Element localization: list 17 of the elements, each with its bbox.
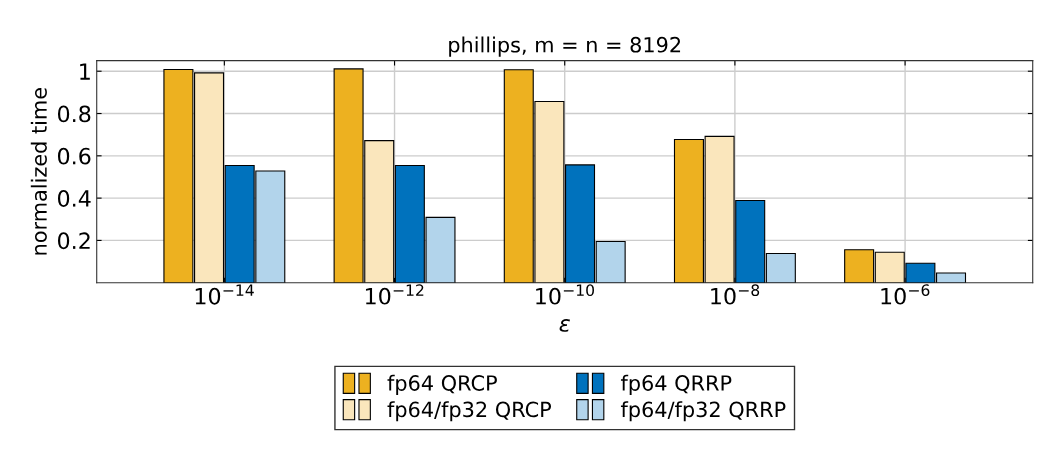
legend-label: fp64/fp32 QRCP: [387, 401, 552, 422]
chart-title: phillips, m = n = 8192: [449, 36, 681, 57]
x-axis-title: ε: [559, 319, 570, 332]
y-tick-label: 0.4: [57, 190, 91, 207]
x-tick-label: 10$^{−12}$: [365, 284, 424, 305]
y-tick-label: 1: [80, 63, 90, 80]
y-tick-label: 0.6: [57, 147, 91, 165]
x-tick-label: 10$^{−8}$: [711, 284, 760, 305]
y-tick-label: 0.2: [57, 232, 90, 250]
legend-label: fp64/fp32 QRRP: [620, 401, 786, 422]
legend-label: fp64 QRCP: [387, 374, 497, 395]
x-tick-label: 10$^{−6}$: [881, 284, 930, 305]
legend-label: fp64 QRRP: [620, 374, 732, 395]
y-tick-label: 0.8: [57, 105, 91, 123]
y-axis-title: normalized time: [30, 88, 47, 255]
x-tick-label: 10$^{−10}$: [536, 284, 594, 305]
x-tick-label: 10$^{−14}$: [195, 284, 254, 305]
